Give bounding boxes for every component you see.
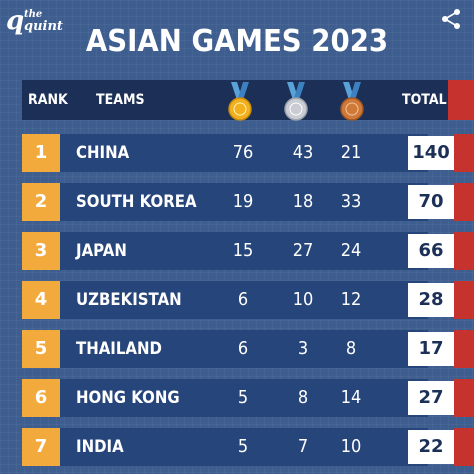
row-accent [454,134,474,172]
gold-count: 19 [232,191,254,212]
silver-count: 10 [292,289,314,310]
team-name: INDIA [76,437,124,457]
team-name: UZBEKISTAN [76,290,182,310]
gold-count: 15 [232,240,254,261]
row-accent [454,232,474,270]
silver-count: 27 [292,240,314,261]
the-quint-logo: q the quint [6,6,63,36]
row-band [60,281,428,319]
bronze-count: 24 [340,240,362,261]
total-count: 28 [408,283,454,317]
gold-count: 6 [237,338,249,359]
rank-column-header: RANK [28,92,68,108]
silver-count: 43 [292,142,314,163]
total-count: 22 [408,430,454,464]
table-row: 2 SOUTH KOREA 19 18 33 70 [22,183,474,221]
bronze-count: 12 [340,289,362,310]
rank-badge: 2 [22,183,60,221]
team-name: JAPAN [76,241,127,261]
total-count: 70 [408,185,454,219]
table-header: RANK TEAMS TOTAL [22,80,448,121]
logo-line-1: the [24,9,43,20]
total-count: 66 [408,234,454,268]
rank-badge: 7 [22,428,60,466]
row-band [60,134,428,172]
silver-medal-icon [284,82,308,121]
rank-badge: 5 [22,330,60,368]
table-row: 6 HONG KONG 5 8 14 27 [22,379,474,417]
gold-count: 5 [237,387,249,408]
row-band [60,232,428,270]
team-name: HONG KONG [76,388,180,408]
rank-badge: 6 [22,379,60,417]
silver-count: 18 [292,191,314,212]
bronze-medal-icon [340,82,364,121]
bronze-count: 10 [340,436,362,457]
logo-letter: q [6,6,25,36]
rank-badge: 3 [22,232,60,270]
table-row: 4 UZBEKISTAN 6 10 12 28 [22,281,474,319]
total-count: 27 [408,381,454,415]
rank-badge: 4 [22,281,60,319]
row-accent [454,183,474,221]
total-count: 140 [408,136,454,170]
total-count: 17 [408,332,454,366]
bronze-count: 33 [340,191,362,212]
table-row: 1 CHINA 76 43 21 140 [22,134,474,172]
bronze-count: 8 [345,338,357,359]
row-band [60,183,428,221]
gold-count: 6 [237,289,249,310]
row-band [60,379,428,417]
total-column-header: TOTAL [402,92,447,108]
silver-count: 7 [297,436,309,457]
gold-medal-icon [228,82,252,121]
table-row: 3 JAPAN 15 27 24 66 [22,232,474,270]
rank-badge: 1 [22,134,60,172]
share-icon[interactable] [440,8,462,30]
silver-count: 8 [297,387,309,408]
row-band [60,330,428,368]
team-name: THAILAND [76,339,162,359]
page-title: ASIAN GAMES 2023 [85,24,389,59]
row-accent [454,428,474,466]
table-row: 5 THAILAND 6 3 8 17 [22,330,474,368]
row-accent [454,281,474,319]
table-row: 7 INDIA 5 7 10 22 [22,428,474,466]
row-accent [454,330,474,368]
header-accent [448,80,474,120]
logo-line-2: quint [24,19,63,34]
gold-count: 76 [232,142,254,163]
row-band [60,428,428,466]
team-name: CHINA [76,143,130,163]
teams-column-header: TEAMS [96,92,145,108]
silver-count: 3 [297,338,309,359]
bronze-count: 21 [340,142,362,163]
gold-count: 5 [237,436,249,457]
row-accent [454,379,474,417]
team-name: SOUTH KOREA [76,192,197,212]
bronze-count: 14 [340,387,362,408]
